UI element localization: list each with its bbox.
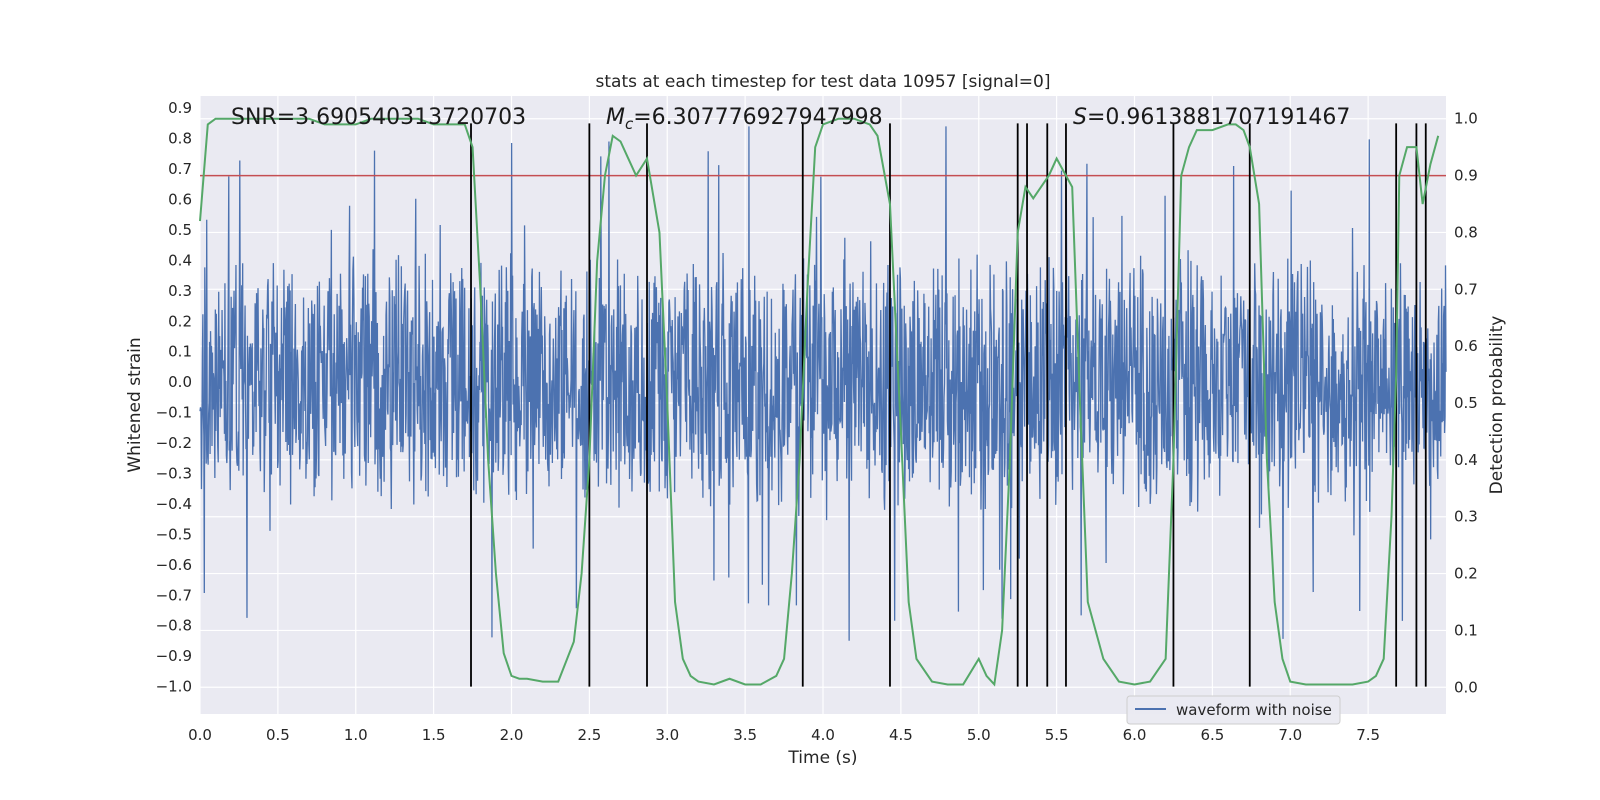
y-left-tick-label: 0.3 xyxy=(168,282,192,300)
x-tick-label: 4.0 xyxy=(811,726,835,744)
y-right-tick-label: 0.5 xyxy=(1454,394,1478,412)
y-left-tick-label: −0.4 xyxy=(156,495,192,513)
y-left-tick-label: 0.2 xyxy=(168,312,192,330)
y-left-tick-label: 0.1 xyxy=(168,343,192,361)
y-left-tick-label: −0.8 xyxy=(156,617,192,635)
y-right-axis-label: Detection probability xyxy=(1487,316,1507,495)
y-left-axis-label: Whitened strain xyxy=(125,337,145,472)
y-left-tick-label: −0.5 xyxy=(156,525,192,543)
y-right-tick-label: 1.0 xyxy=(1454,110,1478,128)
y-left-tick-label: 0.4 xyxy=(168,251,192,269)
x-tick-label: 0.5 xyxy=(266,726,290,744)
x-tick-label: 4.5 xyxy=(889,726,913,744)
y-right-tick-label: 0.8 xyxy=(1454,223,1478,241)
probability-series xyxy=(199,117,1440,687)
x-axis-label: Time (s) xyxy=(787,748,857,768)
waveform-line xyxy=(199,126,1447,641)
detection-lines xyxy=(470,123,1427,687)
y-left-tick-label: 0.0 xyxy=(168,373,192,391)
y-right-tick-labels: 1.0 0.9 0.8 0.7 0.6 0.5 0.4 0.3 0.2 0.1 0.0 xyxy=(1454,110,1478,697)
mc-symbol: M xyxy=(606,105,625,130)
x-tick-label: 7.5 xyxy=(1356,726,1380,744)
y-left-tick-label: 0.7 xyxy=(168,160,192,178)
y-right-tick-label: 0.9 xyxy=(1454,167,1478,185)
y-right-tick-label: 0.7 xyxy=(1454,280,1478,298)
x-tick-label: 7.0 xyxy=(1278,726,1302,744)
y-left-tick-label: −1.0 xyxy=(156,678,192,696)
s-symbol: S xyxy=(1073,105,1087,130)
y-left-tick-label: −0.6 xyxy=(156,556,192,574)
y-left-tick-label: −0.1 xyxy=(156,404,192,422)
y-left-tick-label: 0.6 xyxy=(168,191,192,209)
y-left-tick-label: −0.9 xyxy=(156,647,192,665)
legend-label: waveform with noise xyxy=(1176,701,1332,719)
x-tick-label: 1.0 xyxy=(344,726,368,744)
snr-annotation: SNR=3.690540313720703 xyxy=(231,105,526,130)
x-tick-label: 5.5 xyxy=(1045,726,1069,744)
x-tick-label: 2.0 xyxy=(500,726,524,744)
s-value: =0.9613881707191467 xyxy=(1087,105,1350,130)
y-right-tick-label: 0.2 xyxy=(1454,565,1478,583)
legend: waveform with noise xyxy=(1126,695,1341,725)
y-left-tick-label: −0.3 xyxy=(156,464,192,482)
y-left-tick-label: 0.9 xyxy=(168,99,192,117)
y-right-tick-label: 0.4 xyxy=(1454,451,1478,469)
mc-value: =6.307776927947998 xyxy=(633,105,882,130)
y-right-tick-label: 0.3 xyxy=(1454,508,1478,526)
y-left-tick-label: −0.2 xyxy=(156,434,192,452)
y-left-tick-label: 0.8 xyxy=(168,130,192,148)
y-right-tick-label: 0.6 xyxy=(1454,337,1478,355)
y-left-tick-label: 0.5 xyxy=(168,221,192,239)
x-tick-label: 0.0 xyxy=(188,726,212,744)
x-tick-label: 6.5 xyxy=(1200,726,1224,744)
s-annotation: S=0.9613881707191467 xyxy=(1073,105,1350,130)
mc-annotation: Mc=6.307776927947998 xyxy=(606,105,883,133)
y-right-tick-label: 0.1 xyxy=(1454,621,1478,639)
y-left-tick-labels: 0.9 0.8 0.7 0.6 0.5 0.4 0.3 0.2 0.1 0.0 −0.1 −0.2 −0… xyxy=(156,99,192,695)
y-left-tick-label: −0.7 xyxy=(156,586,192,604)
mc-subscript: c xyxy=(625,115,634,133)
x-tick-label: 3.0 xyxy=(655,726,679,744)
x-tick-label: 1.5 xyxy=(422,726,446,744)
x-tick-label: 5.0 xyxy=(967,726,991,744)
legend-box xyxy=(1126,695,1341,725)
x-tick-label: 6.0 xyxy=(1123,726,1147,744)
x-tick-label: 3.5 xyxy=(733,726,757,744)
probability-line xyxy=(199,117,1440,687)
y-right-tick-label: 0.0 xyxy=(1454,678,1478,696)
x-tick-labels: 0.0 0.5 1.0 1.5 2.0 2.5 3.0 3.5 4.0 4.5 5.0 5.5 6.0 6… xyxy=(188,726,1380,744)
chart-title: stats at each timestep for test data 109… xyxy=(596,72,1051,92)
x-tick-label: 2.5 xyxy=(577,726,601,744)
waveform-series xyxy=(199,126,1447,641)
